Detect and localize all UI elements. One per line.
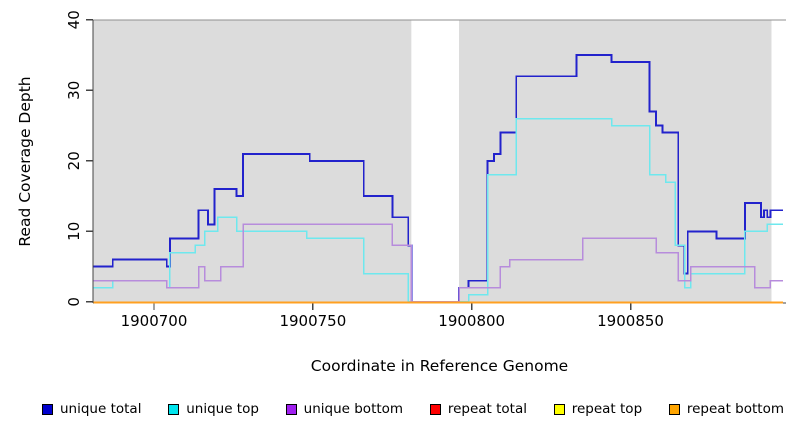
legend-item-repeat-bottom: repeat bottom [668,401,784,417]
legend-item-unique-top: unique top [168,401,259,417]
svg-text:0: 0 [65,297,83,307]
svg-text:1900850: 1900850 [597,312,664,330]
legend-label: unique top [186,401,259,417]
svg-text:20: 20 [65,151,83,170]
repeat-bottom-swatch-icon [668,403,680,415]
svg-text:40: 40 [65,10,83,29]
legend-label: repeat total [447,401,527,417]
legend-label: repeat top [571,401,643,417]
svg-text:Coordinate in Reference Genome: Coordinate in Reference Genome [311,357,568,375]
svg-text:30: 30 [65,81,83,100]
chart-legend: unique total unique top unique bottom re… [42,399,784,419]
legend-item-unique-total: unique total [42,401,141,417]
legend-item-repeat-total: repeat total [429,401,527,417]
legend-label: repeat bottom [686,401,784,417]
svg-text:1900800: 1900800 [438,312,505,330]
svg-text:1900700: 1900700 [121,312,188,330]
svg-text:1900750: 1900750 [279,312,346,330]
unique-total-swatch-icon [42,403,53,415]
legend-label: unique total [60,401,142,417]
svg-text:10: 10 [65,222,83,241]
repeat-total-swatch-icon [429,403,441,415]
unique-bottom-swatch-icon [285,403,297,415]
legend-item-unique-bottom: unique bottom [285,401,404,417]
repeat-top-swatch-icon [553,403,565,415]
legend-item-repeat-top: repeat top [553,401,643,417]
legend-label: unique bottom [303,401,404,417]
unique-top-swatch-icon [168,403,180,415]
svg-text:Read Coverage Depth: Read Coverage Depth [16,76,34,246]
